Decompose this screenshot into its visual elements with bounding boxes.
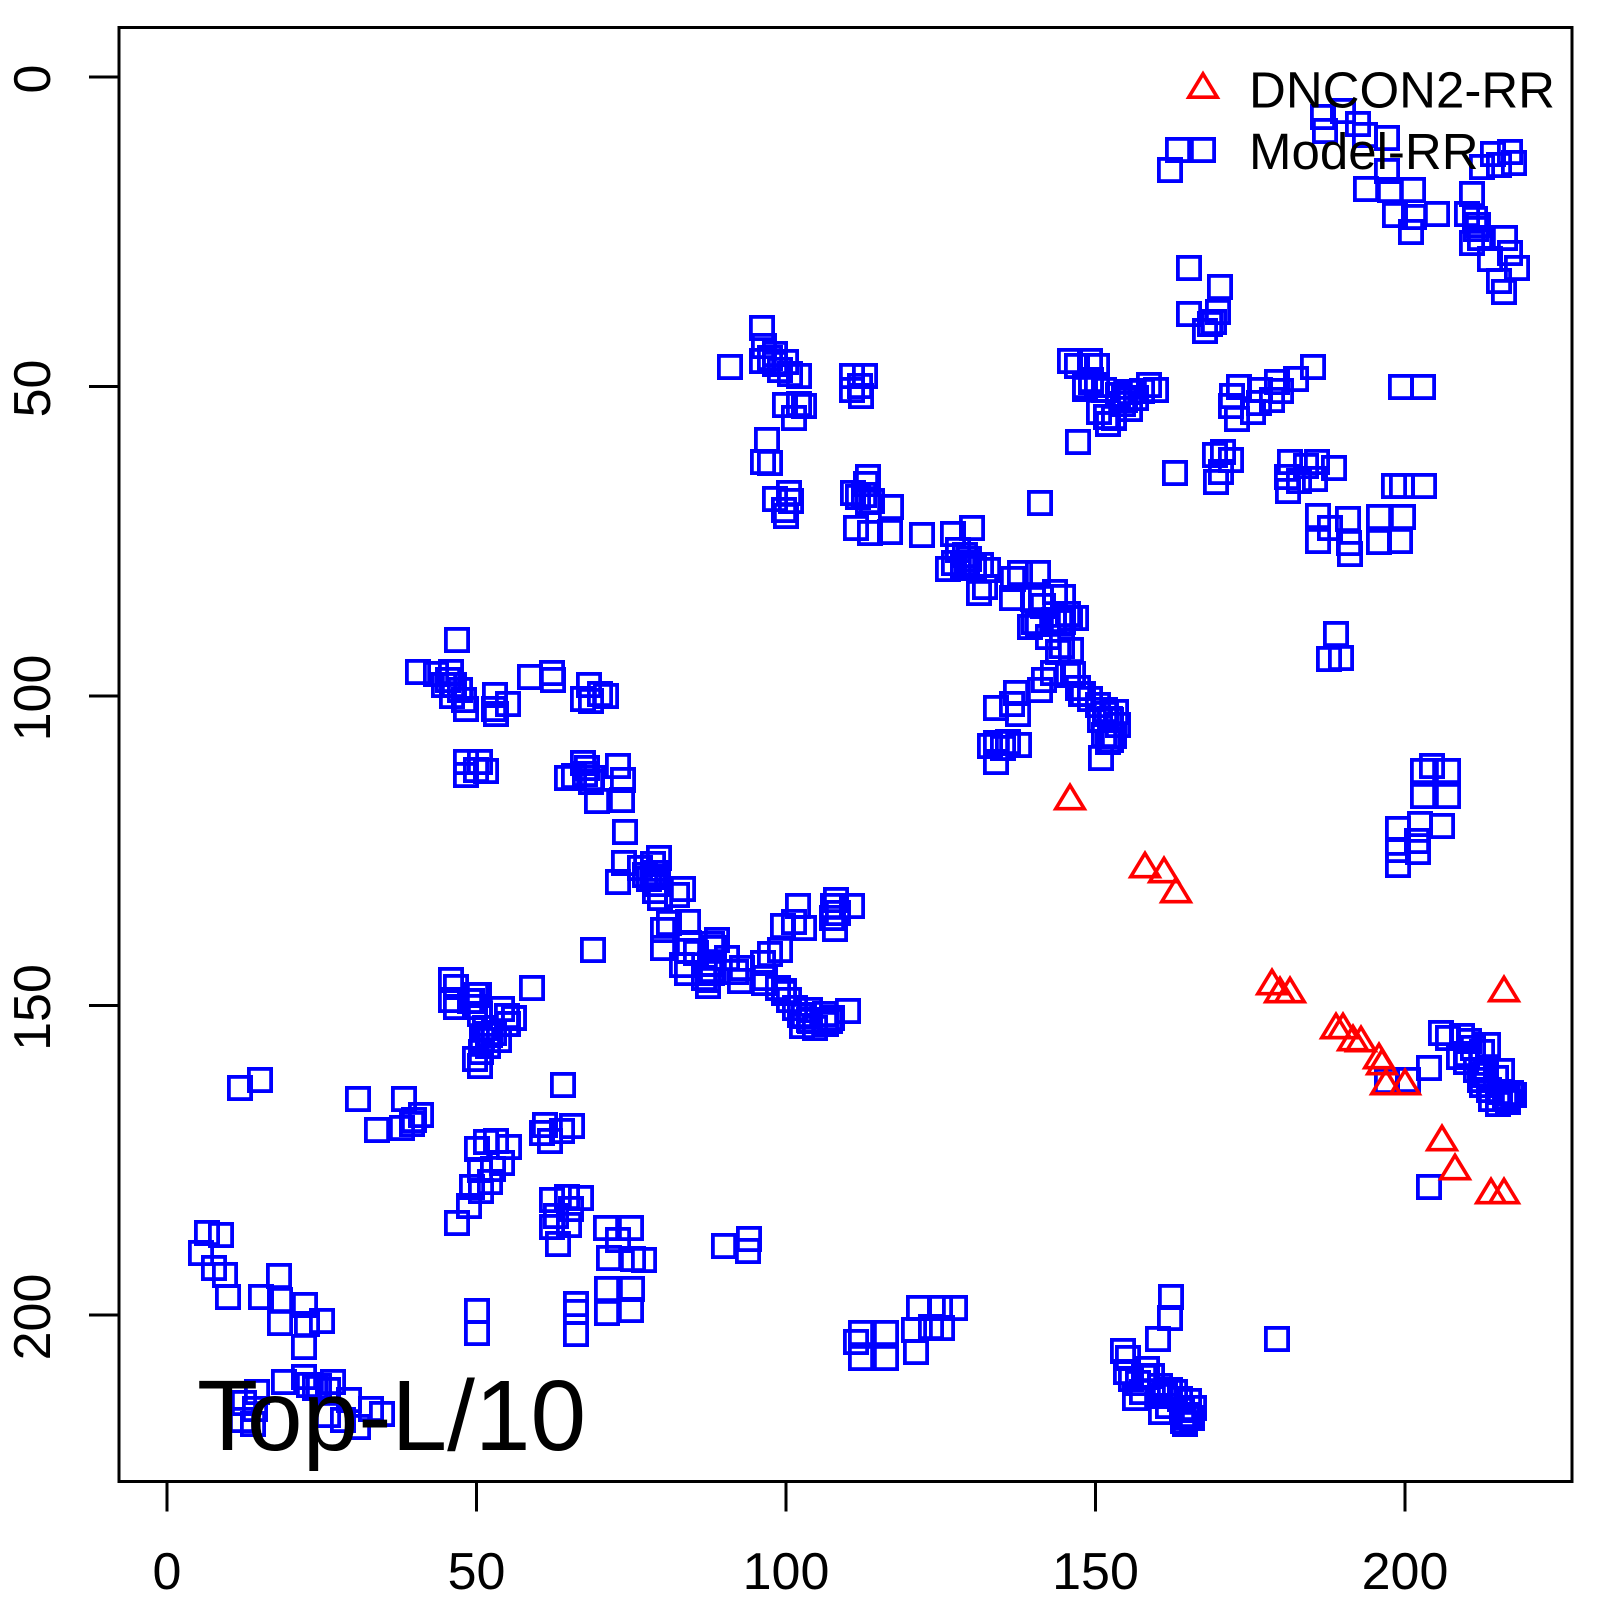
svg-text:100: 100 xyxy=(4,655,62,742)
svg-text:150: 150 xyxy=(1052,1543,1139,1600)
svg-text:50: 50 xyxy=(448,1543,506,1600)
svg-text:200: 200 xyxy=(4,1274,62,1361)
svg-text:0: 0 xyxy=(4,65,62,94)
svg-text:150: 150 xyxy=(4,964,62,1051)
svg-text:50: 50 xyxy=(4,360,62,418)
svg-text:Model-RR: Model-RR xyxy=(1249,123,1479,180)
svg-text:100: 100 xyxy=(743,1543,830,1600)
svg-text:0: 0 xyxy=(153,1543,182,1600)
svg-text:200: 200 xyxy=(1362,1543,1449,1600)
svg-text:DNCON2-RR: DNCON2-RR xyxy=(1249,62,1555,119)
svg-text:Top-L/10: Top-L/10 xyxy=(197,1360,586,1472)
